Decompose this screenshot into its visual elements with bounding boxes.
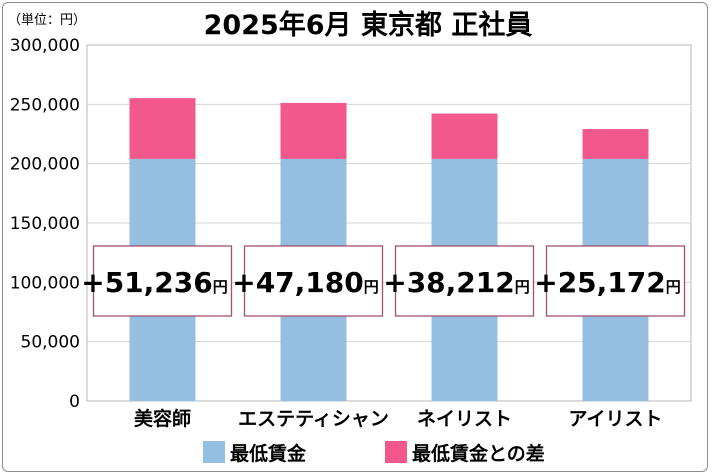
difference-label: +51,236円	[81, 266, 228, 299]
y-tick-label: 150,000	[10, 214, 80, 234]
bar-difference	[431, 113, 498, 159]
legend-label: 最低賃金との差	[412, 442, 545, 465]
x-category-label: ネイリスト	[417, 408, 512, 430]
y-tick-label: 0	[69, 392, 80, 412]
y-tick-label: 250,000	[10, 95, 80, 115]
difference-label: +25,172円	[534, 266, 681, 299]
legend-swatch	[385, 441, 407, 463]
x-category-label: 美容師	[134, 407, 191, 430]
y-tick-label: 300,000	[10, 36, 80, 56]
difference-box	[92, 245, 233, 317]
difference-label: +38,212円	[383, 266, 530, 299]
difference-box	[545, 245, 686, 317]
chart-title: 2025年6月 東京都 正社員	[204, 9, 533, 41]
y-tick-label: 200,000	[10, 155, 80, 175]
bar-difference	[582, 129, 649, 159]
x-category-label: エステティシャン	[238, 408, 389, 430]
difference-box	[394, 245, 535, 317]
x-category-label: アイリスト	[568, 408, 662, 430]
difference-box	[243, 245, 384, 317]
unit-label: （単位：円）	[8, 12, 86, 28]
bar-difference	[129, 98, 196, 159]
legend-label: 最低賃金	[230, 442, 307, 465]
y-tick-label: 100,000	[10, 273, 80, 293]
difference-label: +47,180円	[232, 266, 379, 299]
legend-swatch	[203, 441, 225, 463]
y-tick-label: 50,000	[21, 333, 80, 353]
bar-difference	[280, 102, 347, 159]
